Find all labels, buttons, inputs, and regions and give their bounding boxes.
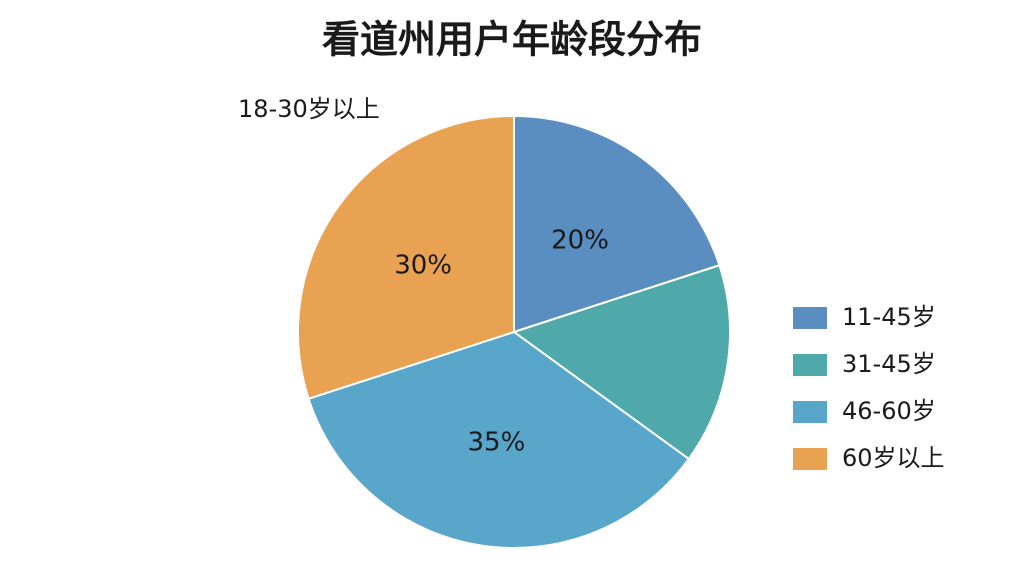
slice-label: 20%	[551, 226, 609, 256]
legend-label: 31-45岁	[842, 350, 936, 378]
pie-slice	[307, 330, 691, 549]
chart-title: 看道州用户年龄段分布	[322, 18, 702, 62]
legend-label: 11-45岁	[842, 303, 936, 331]
legend-swatch	[793, 354, 827, 376]
legend-swatch	[793, 401, 827, 423]
slice-label: 30%	[394, 250, 452, 280]
pie-slice	[511, 263, 731, 461]
legend-swatch	[793, 448, 827, 470]
legend-swatch	[793, 307, 827, 329]
slice-label: 35%	[468, 427, 526, 457]
legend-label: 46-60岁	[842, 397, 936, 425]
legend-label: 60岁以上	[842, 444, 945, 472]
pie-slice	[513, 114, 721, 334]
annotation: 18-30岁以上	[238, 95, 380, 123]
pie-slice	[297, 114, 515, 401]
